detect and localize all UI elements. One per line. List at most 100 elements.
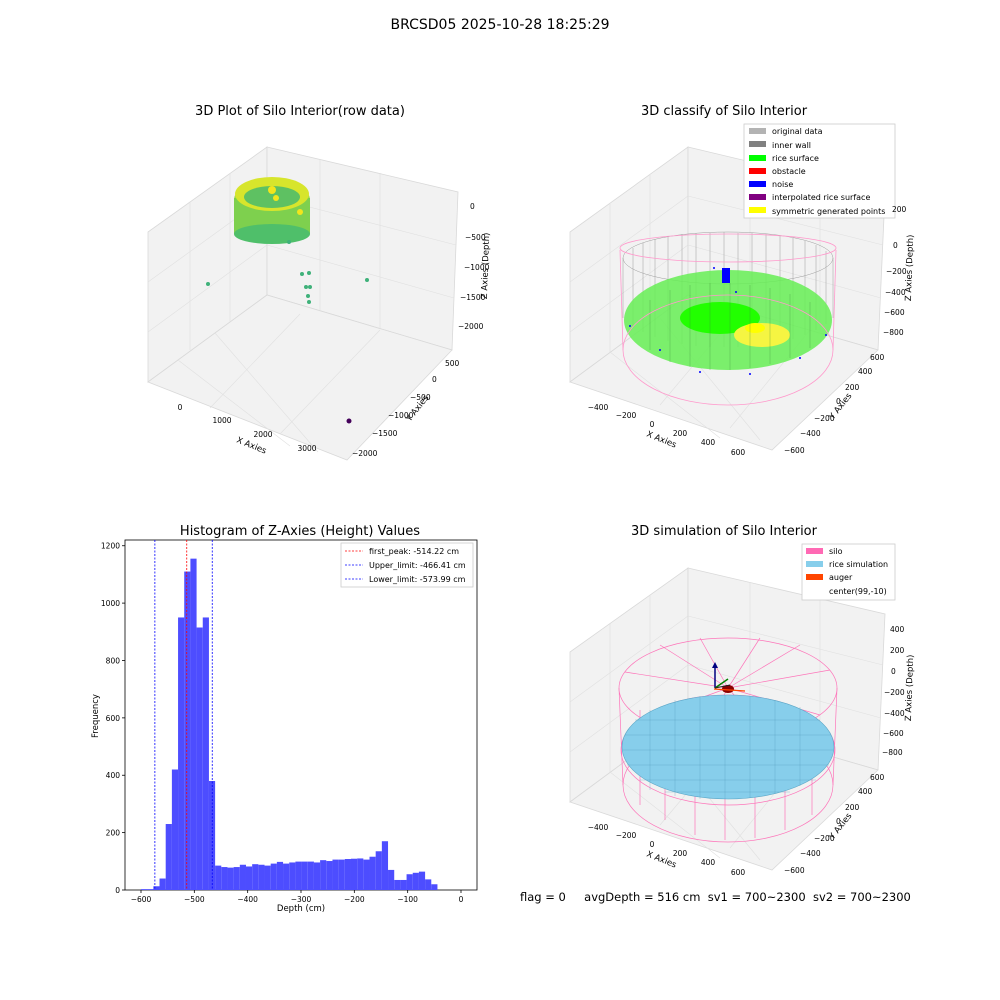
histogram-bar [313,862,321,890]
histogram-y-ticks: 0 200 400 600 800 1000 1200 [101,542,125,895]
histogram-x-label: Depth (cm) [277,904,325,914]
simulation-y-label: Y Axies [827,811,855,843]
histogram-bar [264,865,271,890]
histogram-bars [141,558,438,890]
simulation-legend: silo rice simulation auger center(99,-10… [801,543,896,601]
raw-z-tick: −1000 [464,263,490,272]
classify-y-tick: 200 [845,383,860,392]
histogram-bar [344,859,351,890]
raw-y-tick: −1500 [372,429,398,438]
histogram-y-tick-label: 400 [106,771,121,780]
histogram-bar [165,824,172,890]
histogram-bar [412,872,419,890]
classify-z-tick: −800 [883,328,904,337]
legend-rice-simulation: rice simulation [829,560,888,569]
raw-y-tick: −1000 [388,411,414,420]
legend-auger: auger [829,573,853,582]
histogram-bar [252,864,259,890]
histogram-bar [215,865,222,890]
histogram-bar [338,859,345,890]
raw-z-tick: −1500 [460,293,486,302]
histogram-bar [332,859,339,890]
histogram-bar [178,617,185,890]
simulation-z-tick: 400 [890,625,905,634]
histogram-y-label: Frequency [91,694,101,738]
histogram-vlines [154,540,213,890]
histogram-bar [184,571,191,890]
histogram-x-tick-label: −400 [237,895,258,904]
classify-y-tick: −400 [800,429,821,438]
raw-z-tick: 0 [470,202,475,211]
histogram-y-tick-label: 600 [106,714,121,723]
simulation-y-tick: −400 [800,849,821,858]
simulation-z-tick: 200 [890,646,905,655]
legend-noise: noise [772,180,793,189]
panel-histogram: −600 −500 −400 −300 −200 −100 0 0 200 400 600 800 1… [91,539,478,914]
classify-y-tick: 0 [836,397,841,406]
histogram-legend: first_peak: -514.22 cm Upper_limit: -466… [340,542,474,588]
panel-title-simulation: 3D simulation of Silo Interior [631,524,817,539]
simulation-x-tick: 0 [650,840,655,849]
classify-z-tick: 0 [893,241,898,250]
raw-x-tick: 2000 [253,430,272,439]
raw-y-tick: 500 [445,359,460,368]
panel-simulation-3d: silo rice simulation auger center(99,-10… [569,543,916,877]
footer-flag: flag = 0 [520,890,566,904]
histogram-x-tick-label: 0 [459,895,464,904]
simulation-x-tick: −200 [616,831,637,840]
raw-x-tick: 1000 [212,416,231,425]
histogram-y-tick-label: 800 [106,656,121,665]
simulation-z-tick: −600 [883,729,904,738]
legend-upper-limit: Upper_limit: -466.41 cm [369,561,466,570]
histogram-bar [363,859,370,890]
histogram-bar [425,879,432,890]
simulation-x-tick: 600 [731,868,746,877]
simulation-y-tick: −200 [814,834,835,843]
simulation-z-tick: −400 [884,709,905,718]
legend-interpolated: interpolated rice surface [772,193,870,202]
histogram-bar [400,879,407,890]
simulation-y-tick: 400 [858,787,873,796]
raw-y-tick: −500 [410,393,431,402]
histogram-bar [196,627,203,890]
simulation-z-label: Z Axies (Depth) [904,654,916,721]
histogram-bar [375,851,382,890]
legend-silo: silo [829,547,843,556]
simulation-x-tick: 400 [701,858,716,867]
histogram-bar [239,864,246,890]
histogram-x-ticks: −600 −500 −400 −300 −200 −100 0 [131,890,464,904]
legend-lower-limit: Lower_limit: -573.99 cm [369,575,466,584]
classify-z-label: Z Axies (Depth) [904,234,916,301]
classify-y-label: Y Axies [827,391,855,423]
histogram-x-tick-label: −200 [344,895,365,904]
histogram-bar [406,874,413,890]
histogram-bar [369,856,376,890]
histogram-bar [276,861,284,890]
classify-x-tick: 400 [701,438,716,447]
histogram-bar [307,861,314,890]
histogram-bar [227,867,234,890]
panel-title-histogram: Histogram of Z-Axies (Height) Values [179,524,421,539]
histogram-bar [283,863,290,890]
histogram-bar [159,878,166,890]
histogram-y-tick-label: 1200 [101,542,120,551]
simulation-z-tick: −800 [882,748,903,757]
histogram-bar [202,617,209,890]
classify-y-tick: 400 [858,367,873,376]
classify-x-tick: −200 [616,411,637,420]
classify-x-tick: 200 [673,429,688,438]
histogram-bar [153,886,160,890]
classify-z-tick: −400 [885,288,906,297]
raw-y-tick: −2000 [352,449,378,458]
histogram-bar [431,884,438,890]
legend-obstacle: obstacle [772,167,806,176]
histogram-bar [245,866,253,890]
simulation-x-tick: −400 [588,823,609,832]
panel-title-raw: 3D Plot of Silo Interior(row data) [195,104,405,119]
histogram-bar [270,863,277,890]
histogram-bar [350,858,358,890]
legend-original-data: original data [772,127,823,136]
classify-y-tick: −600 [784,446,805,455]
histogram-bar [326,861,333,890]
histogram-bar [147,889,154,890]
